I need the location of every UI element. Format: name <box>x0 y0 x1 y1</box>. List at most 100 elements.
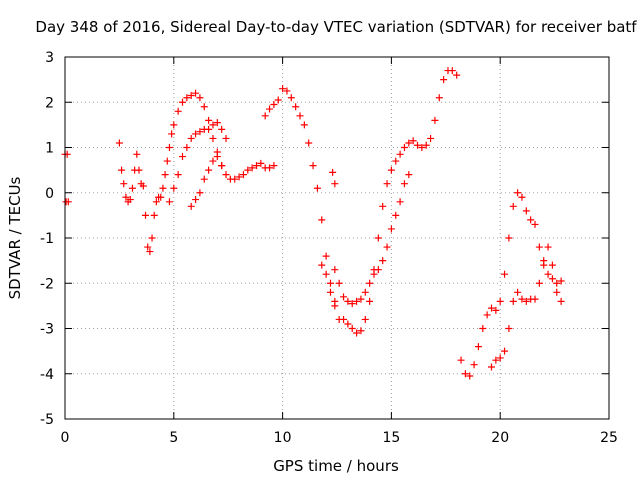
axis-ticks <box>64 56 610 420</box>
data-point <box>483 311 491 319</box>
data-point <box>374 234 382 242</box>
data-point <box>322 252 330 260</box>
data-point <box>205 166 213 174</box>
data-point <box>135 166 143 174</box>
data-point <box>361 288 369 296</box>
data-point <box>120 180 128 188</box>
data-point <box>209 134 217 142</box>
data-point <box>239 171 247 179</box>
data-point <box>496 297 504 305</box>
data-point <box>557 277 565 285</box>
data-point <box>509 202 517 210</box>
y-tick-label: 0 <box>45 186 54 202</box>
data-point <box>344 297 352 305</box>
data-point <box>418 144 426 151</box>
data-point <box>340 315 348 323</box>
data-point <box>466 372 474 380</box>
data-point <box>165 144 173 151</box>
data-point <box>218 162 226 170</box>
series-2 <box>115 89 278 256</box>
data-point <box>187 202 195 210</box>
data-point <box>64 198 72 206</box>
data-point <box>353 329 361 337</box>
data-point <box>479 325 487 332</box>
x-tick-label: 0 <box>61 430 70 446</box>
data-point <box>115 139 123 147</box>
data-point <box>196 94 204 102</box>
y-tick-label: -3 <box>40 322 54 338</box>
data-point <box>531 220 539 228</box>
data-point <box>548 261 556 269</box>
data-point <box>348 300 356 308</box>
data-point <box>331 266 339 274</box>
data-point <box>128 184 136 192</box>
data-point <box>270 162 278 170</box>
data-point <box>505 234 513 242</box>
data-point <box>161 171 169 179</box>
data-point <box>200 175 208 183</box>
data-point <box>514 288 522 296</box>
data-point <box>527 216 535 224</box>
data-point <box>118 166 126 174</box>
x-tick-label: 15 <box>382 430 400 446</box>
data-point <box>374 266 382 274</box>
data-point <box>157 193 165 201</box>
data-point <box>183 144 191 151</box>
data-point <box>213 119 221 127</box>
series-6 <box>331 171 413 308</box>
data-point <box>405 171 413 179</box>
data-point <box>235 173 243 181</box>
data-point <box>340 293 348 301</box>
data-point <box>383 180 391 188</box>
data-point <box>387 225 395 233</box>
data-point <box>357 295 365 303</box>
data-point <box>396 150 404 158</box>
tick-labels: 0 5 10 15 20 25 -5 -4 -3 -2 -1 0 1 2 3 <box>40 50 618 446</box>
chart-title: Day 348 of 2016, Sidereal Day-to-day VTE… <box>35 18 637 36</box>
data-point <box>540 257 548 265</box>
data-point <box>392 211 400 219</box>
y-tick-label: -5 <box>40 412 54 428</box>
data-point <box>400 144 408 151</box>
data-point <box>514 189 522 197</box>
data-point <box>192 130 200 138</box>
data-point <box>531 295 539 303</box>
data-point <box>496 354 504 362</box>
data-point <box>335 279 343 287</box>
data-point <box>487 304 495 312</box>
data-point <box>492 356 500 364</box>
data-point <box>231 175 239 183</box>
data-point <box>179 98 187 106</box>
data-point <box>222 134 230 142</box>
data-point <box>266 164 274 172</box>
data-point <box>326 288 334 296</box>
data-point <box>248 164 256 172</box>
data-point <box>252 162 260 170</box>
data-point <box>487 363 495 371</box>
data-point <box>326 279 334 287</box>
data-point <box>544 243 552 251</box>
data-point <box>318 261 326 269</box>
data-point <box>427 134 435 142</box>
data-point <box>148 234 156 242</box>
data-point <box>400 180 408 188</box>
data-point <box>170 121 178 129</box>
y-tick-label: 1 <box>45 141 54 157</box>
data-point <box>431 116 439 124</box>
data-point <box>187 91 195 99</box>
data-point <box>492 306 500 314</box>
x-tick-label: 20 <box>491 430 509 446</box>
y-tick-label: -1 <box>40 231 54 247</box>
data-point <box>313 184 321 192</box>
y-tick-label: 3 <box>45 50 54 66</box>
data-point <box>522 207 530 215</box>
data-point <box>133 150 141 158</box>
data-point <box>409 137 417 145</box>
data-point <box>383 243 391 251</box>
data-point <box>283 87 291 95</box>
data-point <box>187 134 195 142</box>
data-point <box>318 216 326 224</box>
y-axis-label: SDTVAR / TECUs <box>6 176 24 299</box>
data-point <box>139 182 147 190</box>
data-point <box>387 166 395 174</box>
